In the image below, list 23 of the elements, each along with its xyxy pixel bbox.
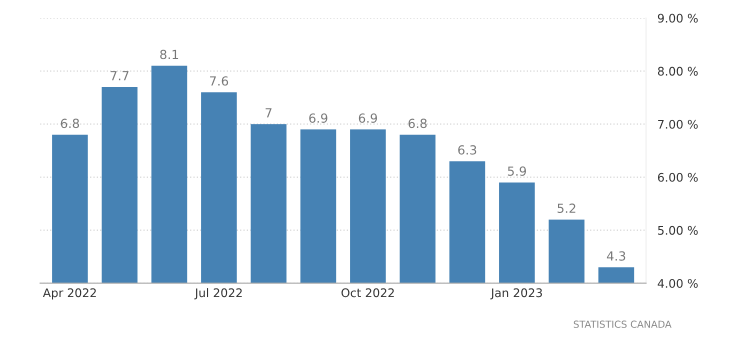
y-tick-label: 4.00 % bbox=[658, 278, 698, 288]
data-label: 6.8 bbox=[408, 118, 427, 128]
data-label: 7 bbox=[266, 108, 272, 118]
y-tick-label: 8.00 % bbox=[658, 66, 698, 76]
data-label: 5.2 bbox=[558, 204, 576, 213]
y-tick-label: 9.00 % bbox=[658, 14, 698, 23]
data-label: 6.9 bbox=[309, 113, 328, 123]
data-label: 6.8 bbox=[60, 118, 80, 128]
data-label: 6.9 bbox=[358, 113, 377, 123]
data-label: 7.6 bbox=[210, 76, 228, 86]
data-label: 6.3 bbox=[458, 145, 476, 155]
y-tick-label: 5.00 % bbox=[658, 226, 698, 235]
x-tick-label: Jan 2023 bbox=[490, 288, 542, 300]
data-label: 7.7 bbox=[110, 71, 128, 80]
x-tick-label: Oct 2022 bbox=[341, 288, 394, 298]
data-label: 8.1 bbox=[160, 50, 178, 60]
y-tick-label: 7.00 % bbox=[658, 120, 698, 129]
x-tick-label: Jul 2022 bbox=[194, 288, 242, 300]
y-tick-label: 6.00 % bbox=[658, 172, 698, 182]
text: STATISTICS CANADA bbox=[574, 320, 672, 328]
data-label: 5.9 bbox=[508, 166, 526, 176]
x-tick-label: Apr 2022 bbox=[42, 288, 96, 300]
data-label: 4.3 bbox=[606, 251, 626, 261]
